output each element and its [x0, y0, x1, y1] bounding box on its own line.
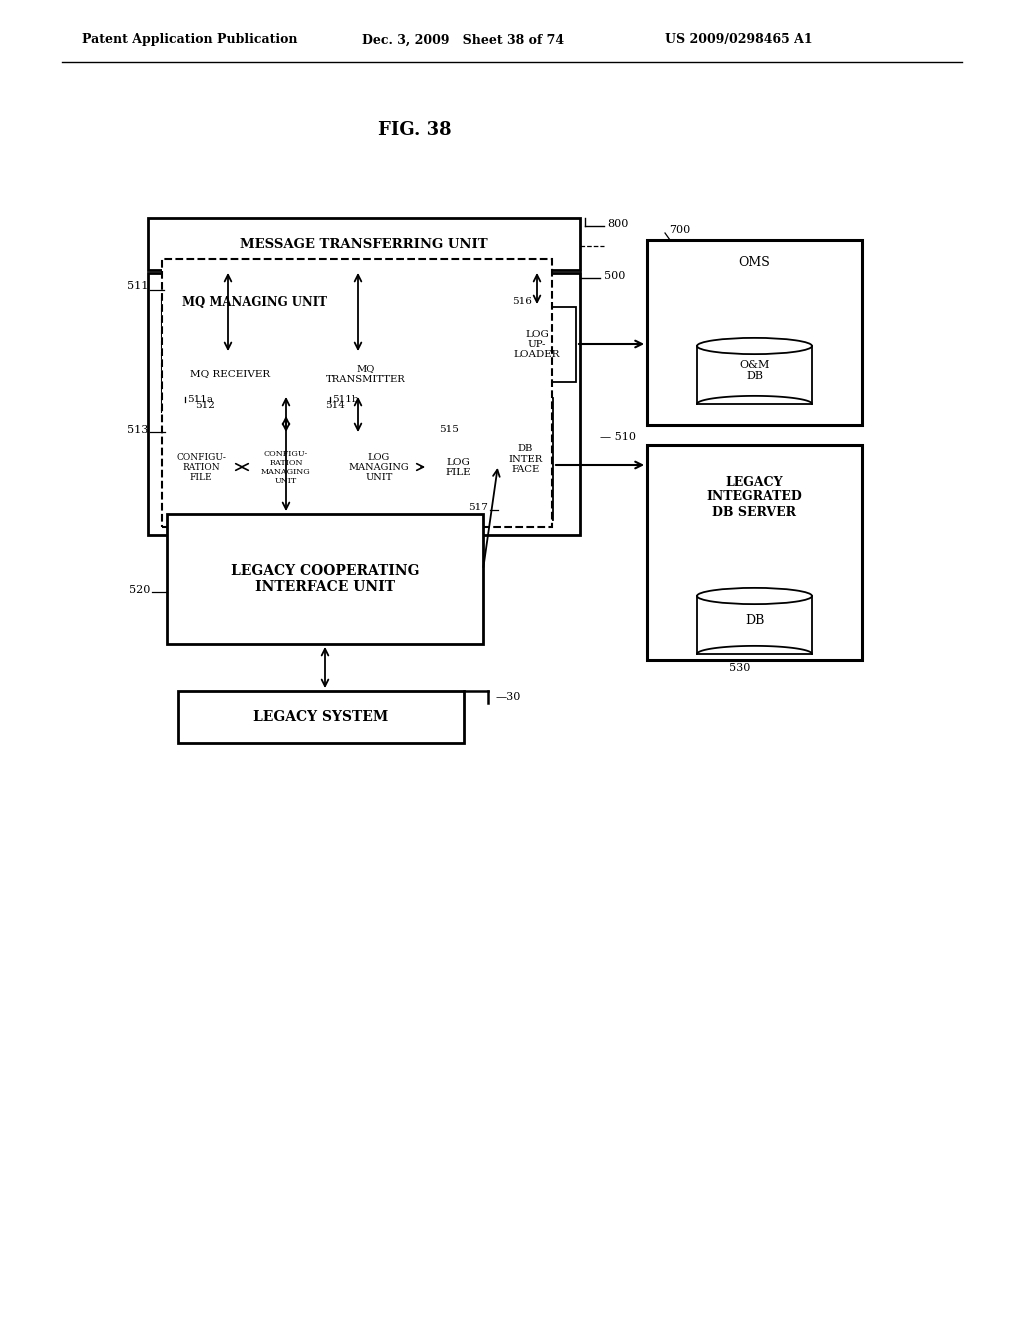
- Text: LOG
MANAGING
UNIT: LOG MANAGING UNIT: [349, 453, 410, 482]
- Text: LOG
UP-
LOADER: LOG UP- LOADER: [514, 330, 560, 359]
- Text: FIG. 38: FIG. 38: [378, 121, 452, 139]
- Ellipse shape: [697, 587, 812, 605]
- Text: —30: —30: [496, 692, 521, 702]
- Text: Dec. 3, 2009   Sheet 38 of 74: Dec. 3, 2009 Sheet 38 of 74: [362, 33, 564, 46]
- Text: 530: 530: [729, 663, 751, 673]
- Text: US 2009/0298465 A1: US 2009/0298465 A1: [665, 33, 813, 46]
- Text: 700: 700: [670, 224, 690, 235]
- Text: 516: 516: [512, 297, 531, 306]
- Text: 513: 513: [127, 425, 148, 436]
- Bar: [247, 436, 325, 500]
- Bar: [428, 436, 488, 500]
- Bar: [647, 240, 862, 425]
- Text: 500: 500: [604, 271, 626, 281]
- Bar: [167, 513, 483, 644]
- Bar: [697, 597, 812, 653]
- Bar: [697, 346, 812, 404]
- Text: MQ
TRANSMITTER: MQ TRANSMITTER: [326, 364, 406, 384]
- Text: LOG
FILE: LOG FILE: [445, 458, 471, 478]
- Bar: [165, 436, 237, 500]
- Bar: [148, 218, 580, 271]
- Bar: [498, 399, 553, 520]
- Text: MQ RECEIVER: MQ RECEIVER: [189, 370, 270, 379]
- Text: 520: 520: [129, 585, 150, 595]
- Text: 511a: 511a: [187, 396, 213, 404]
- Text: 511: 511: [127, 281, 148, 290]
- Bar: [340, 436, 418, 500]
- Text: CONFIGU-
RATION
MANAGING
UNIT: CONFIGU- RATION MANAGING UNIT: [261, 450, 311, 486]
- Text: 514: 514: [325, 400, 345, 409]
- Text: MQ MANAGING UNIT: MQ MANAGING UNIT: [182, 296, 328, 309]
- Text: LEGACY
INTEGRATED
DB SERVER: LEGACY INTEGRATED DB SERVER: [707, 475, 803, 519]
- Bar: [162, 259, 552, 527]
- Bar: [170, 354, 290, 393]
- Text: 511b: 511b: [332, 396, 358, 404]
- Text: 515: 515: [439, 425, 459, 434]
- Bar: [148, 273, 580, 535]
- Text: MESSAGE TRANSFERRING UNIT: MESSAGE TRANSFERRING UNIT: [241, 238, 487, 251]
- Text: 512: 512: [195, 400, 215, 409]
- Bar: [498, 308, 575, 381]
- Bar: [162, 294, 472, 413]
- Text: O&M
DB: O&M DB: [739, 359, 770, 381]
- Text: LEGACY COOPERATING
INTERFACE UNIT: LEGACY COOPERATING INTERFACE UNIT: [230, 564, 419, 594]
- Text: OMS: OMS: [738, 256, 770, 268]
- Bar: [306, 354, 426, 393]
- Text: DB
INTER
FACE: DB INTER FACE: [508, 444, 543, 474]
- Text: 800: 800: [607, 219, 629, 228]
- Text: DB: DB: [744, 614, 764, 627]
- Text: CONFIGU-
RATION
FILE: CONFIGU- RATION FILE: [176, 453, 226, 482]
- Bar: [178, 690, 464, 743]
- Text: 517: 517: [468, 503, 488, 512]
- Ellipse shape: [697, 338, 812, 354]
- Text: Patent Application Publication: Patent Application Publication: [82, 33, 298, 46]
- Text: LEGACY SYSTEM: LEGACY SYSTEM: [253, 710, 389, 723]
- Bar: [647, 445, 862, 660]
- Text: — 510: — 510: [600, 432, 636, 442]
